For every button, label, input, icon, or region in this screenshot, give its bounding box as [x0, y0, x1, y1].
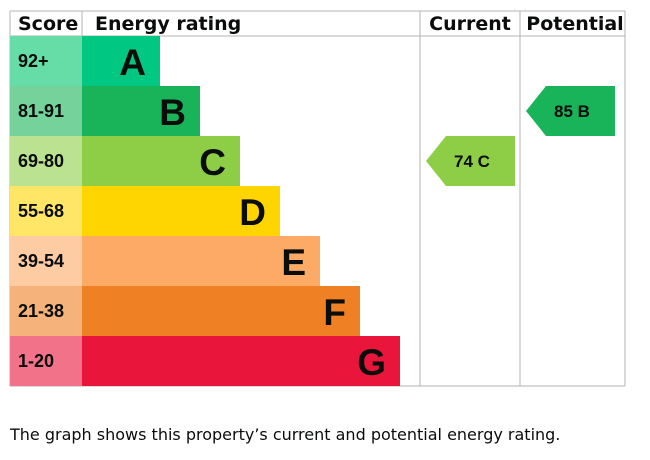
- current-arrow: [426, 136, 515, 186]
- score-cell-g: [10, 336, 82, 386]
- rating-arrows: 74 C 85 B: [426, 86, 615, 186]
- band-bar-f: [82, 286, 360, 336]
- band-bar-b: [82, 86, 200, 136]
- band-letter-b: B: [159, 92, 186, 133]
- band-letter-a: A: [119, 42, 146, 83]
- score-cell-a: [10, 36, 82, 86]
- potential-rating-label: 85 B: [554, 102, 590, 121]
- band-bar-g: [82, 336, 400, 386]
- band-letter-e: E: [281, 242, 306, 283]
- band-letter-f: F: [323, 292, 346, 333]
- chart-caption: The graph shows this property’s current …: [10, 425, 561, 444]
- score-range-b: 81-91: [18, 101, 64, 121]
- score-range-e: 39-54: [18, 251, 64, 271]
- band-bar-c: [82, 136, 240, 186]
- score-range-f: 21-38: [18, 301, 64, 321]
- band-bar-e: [82, 236, 320, 286]
- header-energy-rating: Energy rating: [95, 13, 241, 35]
- score-cell-e: [10, 236, 82, 286]
- score-cell-d: [10, 186, 82, 236]
- potential-arrow: [526, 86, 615, 136]
- score-cell-c: [10, 136, 82, 186]
- epc-chart: Score Energy rating Current Potential 92…: [9, 10, 626, 387]
- score-range-d: 55-68: [18, 201, 64, 221]
- band-bar-a: [82, 36, 160, 86]
- score-cell-b: [10, 86, 82, 136]
- band-letter-d: D: [239, 192, 266, 233]
- score-cell-f: [10, 286, 82, 336]
- score-range-a: 92+: [18, 51, 49, 71]
- score-range-c: 69-80: [18, 151, 64, 171]
- header-potential: Potential: [526, 13, 623, 35]
- rating-bands: 92+ A 81-91 B 69-80 C 55-68 D 39-54 E 21-38 F 1-20 G: [10, 36, 400, 386]
- band-letter-c: C: [199, 142, 226, 183]
- header-score: Score: [18, 13, 78, 35]
- current-rating-label: 74 C: [454, 152, 490, 171]
- band-bar-d: [82, 186, 280, 236]
- header-current: Current: [429, 13, 511, 35]
- score-range-g: 1-20: [18, 351, 54, 371]
- band-letter-g: G: [357, 342, 386, 383]
